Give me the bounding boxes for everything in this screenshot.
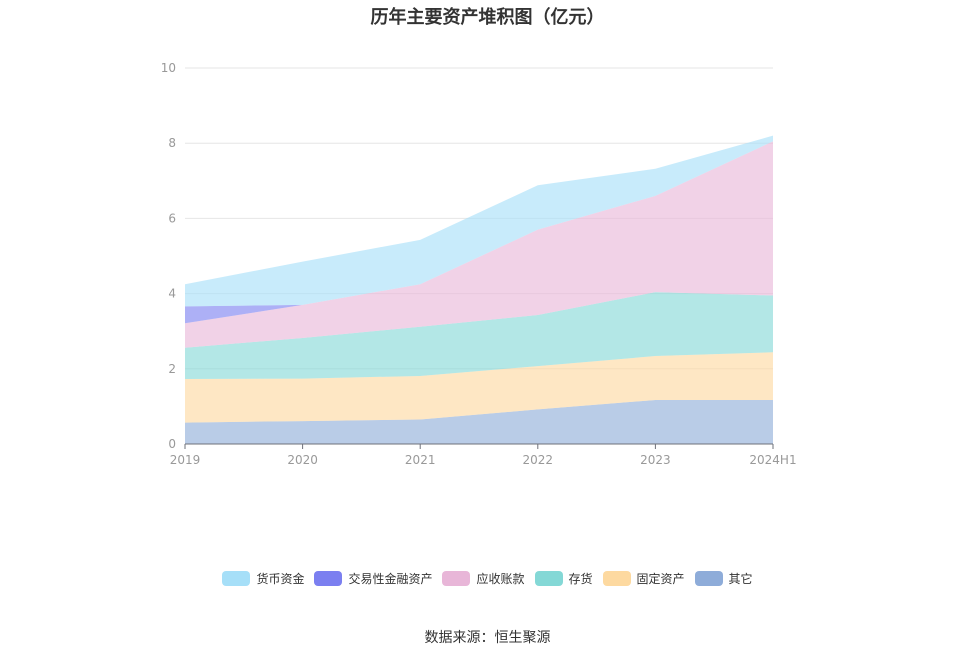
area-1[interactable] (185, 352, 773, 423)
legend-label: 交易性金融资产 (348, 572, 433, 586)
chart-title: 历年主要资产堆积图（亿元） (370, 7, 605, 28)
legend-swatch (222, 571, 251, 586)
legend-label: 固定资产 (636, 572, 685, 586)
legend-item[interactable]: 固定资产 (602, 570, 685, 587)
legend-swatch (602, 571, 631, 586)
y-tick-label: 0 (168, 437, 176, 451)
legend-item[interactable]: 其它 (694, 570, 753, 587)
legend-label: 存货 (568, 572, 593, 586)
legend-item[interactable]: 存货 (534, 570, 593, 587)
x-tick-label: 2022 (523, 453, 554, 467)
legend-label: 货币资金 (256, 572, 305, 586)
legend-swatch (694, 571, 723, 586)
legend: 货币资金 交易性金融资产 应收账款 存货 固定资产 其它 (0, 570, 975, 587)
area-0[interactable] (185, 400, 773, 444)
y-tick-label: 6 (168, 211, 176, 225)
x-tick-label: 2021 (405, 453, 436, 467)
x-tick-label: 2020 (287, 453, 318, 467)
y-tick-label: 2 (168, 362, 176, 376)
x-tick-label: 2019 (170, 453, 201, 467)
legend-label: 其它 (728, 572, 753, 586)
source-note: 数据来源：恒生聚源 (424, 630, 551, 646)
y-tick-label: 8 (168, 136, 176, 150)
legend-item[interactable]: 交易性金融资产 (314, 570, 432, 587)
legend-swatch (534, 571, 563, 586)
area-5[interactable] (185, 135, 773, 307)
legend-item[interactable]: 应收账款 (442, 570, 525, 587)
legend-item[interactable]: 货币资金 (222, 570, 304, 587)
area-series (185, 135, 773, 444)
legend-label: 应收账款 (476, 572, 525, 586)
axes: 0 2 4 6 8 10 2019 2020 2021 2022 2023 2024H1 (161, 61, 797, 467)
y-tick-label: 10 (161, 61, 176, 75)
area-3[interactable] (185, 141, 773, 348)
stacked-area-chart: 0 2 4 6 8 10 2019 2020 2021 2022 2023 2024H1 (161, 61, 797, 467)
area-2[interactable] (185, 292, 773, 379)
x-tick-label: 2023 (640, 453, 671, 467)
y-tick-label: 4 (168, 287, 176, 301)
x-tick-label: 2024H1 (749, 453, 796, 467)
legend-swatch (314, 571, 343, 586)
legend-swatch (442, 571, 471, 586)
